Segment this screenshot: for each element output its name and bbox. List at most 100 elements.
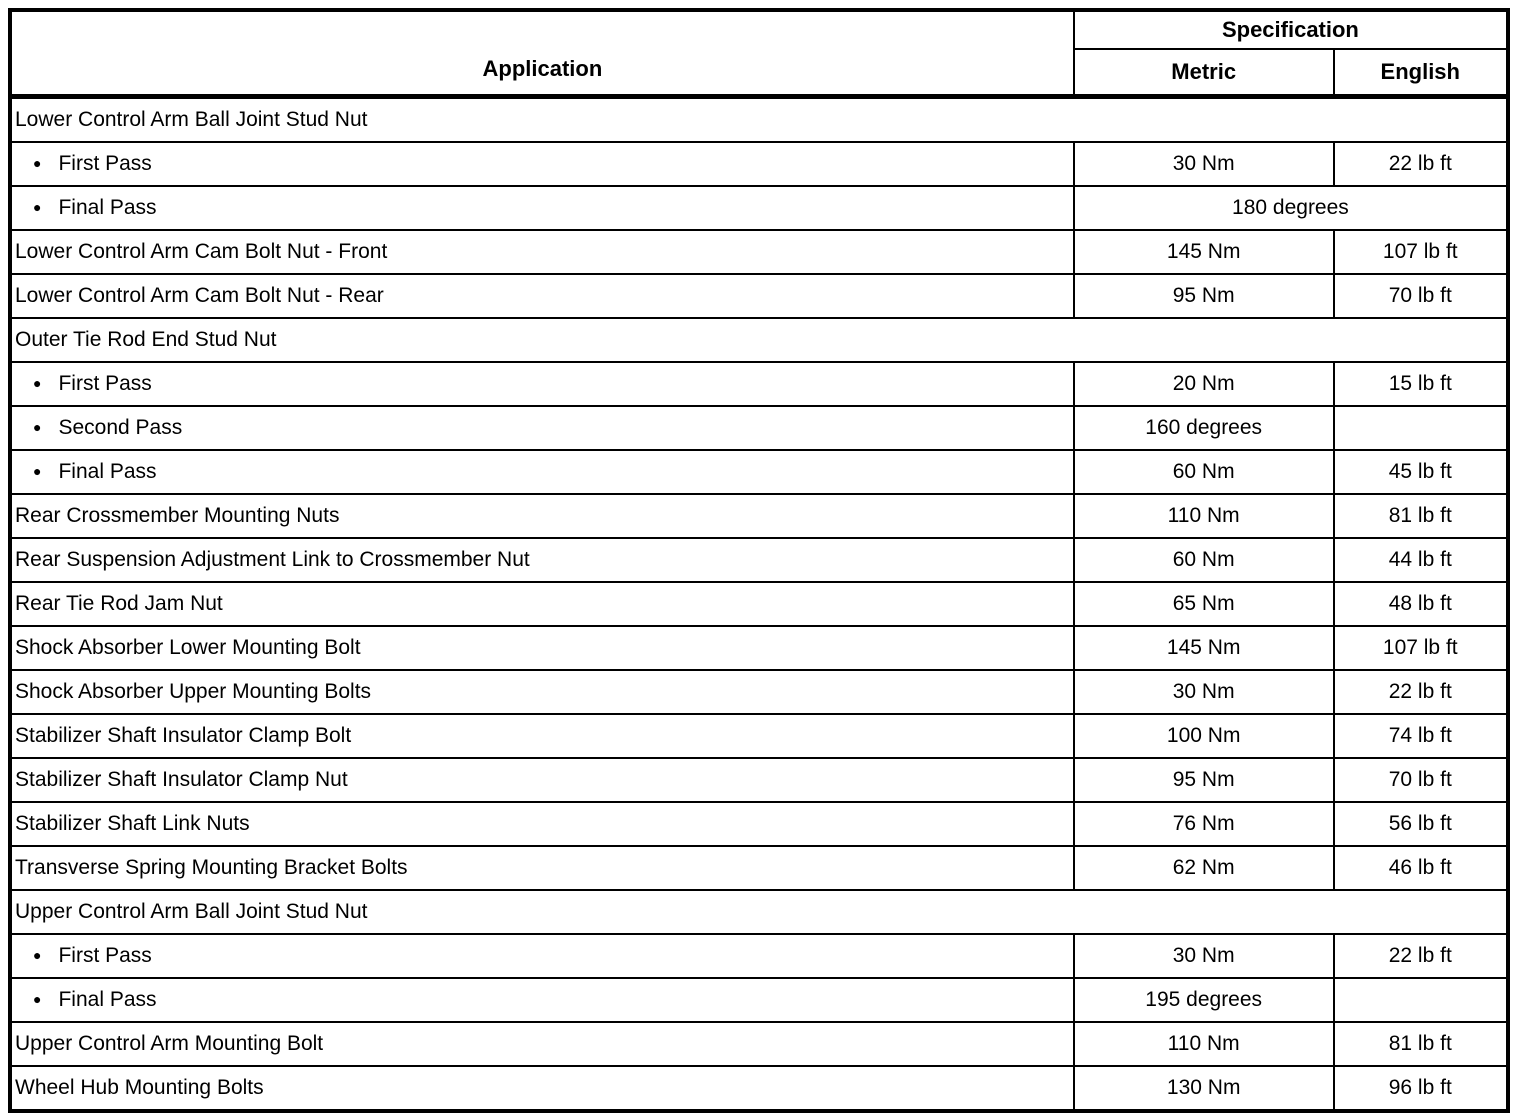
application-cell: Shock Absorber Upper Mounting Bolts <box>9 669 1075 715</box>
application-label: Shock Absorber Lower Mounting Bolt <box>15 636 361 659</box>
english-cell: 74 lb ft <box>1332 713 1510 759</box>
application-label: Rear Suspension Adjustment Link to Cross… <box>15 548 530 571</box>
table-row: Wheel Hub Mounting Bolts 130 Nm 96 lb ft <box>9 1065 1510 1112</box>
torque-spec-table: Application Specification Metric English… <box>8 8 1510 1113</box>
table-row: ● Final Pass 180 degrees <box>9 185 1510 231</box>
metric-cell: 30 Nm <box>1072 141 1335 187</box>
metric-cell: 30 Nm <box>1072 933 1335 979</box>
table-row: Stabilizer Shaft Insulator Clamp Nut 95 N… <box>9 757 1510 803</box>
application-label: Final Pass <box>58 196 157 219</box>
metric-cell: 145 Nm <box>1072 625 1335 671</box>
english-cell: 81 lb ft <box>1332 1021 1510 1067</box>
table-row: ● Final Pass 195 degrees <box>9 977 1510 1023</box>
english-cell: 96 lb ft <box>1332 1065 1510 1112</box>
english-cell: 15 lb ft <box>1332 361 1510 407</box>
table-row: ● First Pass 20 Nm 15 lb ft <box>9 361 1510 407</box>
application-label: Rear Tie Rod Jam Nut <box>15 592 223 615</box>
english-cell: 70 lb ft <box>1332 273 1510 319</box>
metric-cell: 110 Nm <box>1072 493 1335 539</box>
application-label: Second Pass <box>58 416 183 439</box>
application-cell: Shock Absorber Lower Mounting Bolt <box>9 625 1075 671</box>
metric-cell: 62 Nm <box>1072 845 1335 891</box>
application-label: Upper Control Arm Mounting Bolt <box>15 1032 324 1055</box>
bullet-icon: ● <box>33 199 42 215</box>
application-cell: Lower Control Arm Cam Bolt Nut - Front <box>9 229 1075 275</box>
english-cell: 22 lb ft <box>1332 141 1510 187</box>
bullet-icon: ● <box>33 947 42 963</box>
metric-cell: 20 Nm <box>1072 361 1335 407</box>
bullet-icon: ● <box>33 155 42 171</box>
english-cell: 56 lb ft <box>1332 801 1510 847</box>
metric-cell: 110 Nm <box>1072 1021 1335 1067</box>
english-cell: 48 lb ft <box>1332 581 1510 627</box>
table-row: Lower Control Arm Cam Bolt Nut - Front 14… <box>9 229 1510 275</box>
application-cell: ● First Pass <box>9 933 1075 979</box>
table-row: Upper Control Arm Mounting Bolt 110 Nm 81 … <box>9 1021 1510 1067</box>
table-row: Transverse Spring Mounting Bracket Bolts… <box>9 845 1510 891</box>
application-label: First Pass <box>58 152 152 175</box>
application-cell: Wheel Hub Mounting Bolts <box>9 1065 1075 1112</box>
bullet-icon: ● <box>33 375 42 391</box>
english-cell <box>1332 977 1510 1023</box>
metric-cell: 60 Nm <box>1072 537 1335 583</box>
english-cell: 107 lb ft <box>1332 229 1510 275</box>
table-header: Application Specification Metric English <box>9 9 1510 99</box>
spec-span-cell: 180 degrees <box>1072 185 1510 231</box>
application-cell: Stabilizer Shaft Link Nuts <box>9 801 1075 847</box>
application-label: Stabilizer Shaft Insulator Clamp Nut <box>15 768 348 791</box>
application-cell: Stabilizer Shaft Insulator Clamp Nut <box>9 757 1075 803</box>
english-cell: 70 lb ft <box>1332 757 1510 803</box>
table-row: ● Second Pass 160 degrees <box>9 405 1510 451</box>
application-label: Shock Absorber Upper Mounting Bolts <box>15 680 372 703</box>
table-row: Rear Tie Rod Jam Nut 65 Nm 48 lb ft <box>9 581 1510 627</box>
metric-cell: 145 Nm <box>1072 229 1335 275</box>
application-cell: Rear Suspension Adjustment Link to Cross… <box>9 537 1075 583</box>
table-row: Outer Tie Rod End Stud Nut <box>9 317 1509 363</box>
application-cell: Rear Tie Rod Jam Nut <box>9 581 1075 627</box>
table-row: Shock Absorber Upper Mounting Bolts 30 Nm… <box>9 669 1510 715</box>
metric-cell: 195 degrees <box>1072 977 1335 1023</box>
table-row: Rear Suspension Adjustment Link to Cross… <box>9 537 1510 583</box>
metric-cell: 76 Nm <box>1072 801 1335 847</box>
bullet-icon: ● <box>33 463 42 479</box>
application-label: First Pass <box>58 944 152 967</box>
metric-cell: 100 Nm <box>1072 713 1335 759</box>
table-row: Rear Crossmember Mounting Nuts 110 Nm 81 l… <box>9 493 1510 539</box>
application-cell: Lower Control Arm Cam Bolt Nut - Rear <box>9 273 1075 319</box>
bullet-icon: ● <box>33 419 42 435</box>
bullet-icon: ● <box>33 991 42 1007</box>
application-group-cell: Upper Control Arm Ball Joint Stud Nut <box>9 889 1509 935</box>
english-cell: 81 lb ft <box>1332 493 1510 539</box>
application-label: Final Pass <box>58 460 157 483</box>
application-group-cell: Lower Control Arm Ball Joint Stud Nut <box>9 94 1509 143</box>
table-row: Upper Control Arm Ball Joint Stud Nut <box>9 889 1509 935</box>
metric-cell: 60 Nm <box>1072 449 1335 495</box>
application-cell: ● Final Pass <box>9 449 1075 495</box>
application-label: Stabilizer Shaft Link Nuts <box>15 812 250 835</box>
spec-table-body: Lower Control Arm Ball Joint Stud Nut ● Fi… <box>9 94 1510 1112</box>
application-label: Lower Control Arm Cam Bolt Nut - Rear <box>15 284 384 307</box>
english-cell: 22 lb ft <box>1332 669 1510 715</box>
header-row-specification: Application Specification <box>9 9 1510 99</box>
application-cell: ● Final Pass <box>9 185 1075 231</box>
english-cell: 45 lb ft <box>1332 449 1510 495</box>
table-row: Stabilizer Shaft Insulator Clamp Bolt 100… <box>9 713 1510 759</box>
table-row: ● First Pass 30 Nm 22 lb ft <box>9 933 1510 979</box>
table-row: Shock Absorber Lower Mounting Bolt 145 Nm… <box>9 625 1510 671</box>
application-label: Rear Crossmember Mounting Nuts <box>15 504 340 527</box>
application-label: Lower Control Arm Cam Bolt Nut - Front <box>15 240 388 263</box>
application-label: Wheel Hub Mounting Bolts <box>15 1076 264 1099</box>
document-page: Application Specification Metric English… <box>8 8 1510 1113</box>
application-cell: Rear Crossmember Mounting Nuts <box>9 493 1075 539</box>
english-cell: 22 lb ft <box>1332 933 1510 979</box>
application-column-header: Application <box>9 9 1075 99</box>
application-cell: ● Final Pass <box>9 977 1075 1023</box>
english-cell <box>1332 405 1510 451</box>
table-row: Stabilizer Shaft Link Nuts 76 Nm 56 lb ft <box>9 801 1510 847</box>
table-row: Lower Control Arm Ball Joint Stud Nut <box>9 94 1509 143</box>
application-label: Transverse Spring Mounting Bracket Bolts <box>15 856 408 879</box>
metric-cell: 130 Nm <box>1072 1065 1335 1112</box>
metric-column-header: Metric <box>1072 48 1335 99</box>
metric-cell: 65 Nm <box>1072 581 1335 627</box>
application-group-cell: Outer Tie Rod End Stud Nut <box>9 317 1509 363</box>
